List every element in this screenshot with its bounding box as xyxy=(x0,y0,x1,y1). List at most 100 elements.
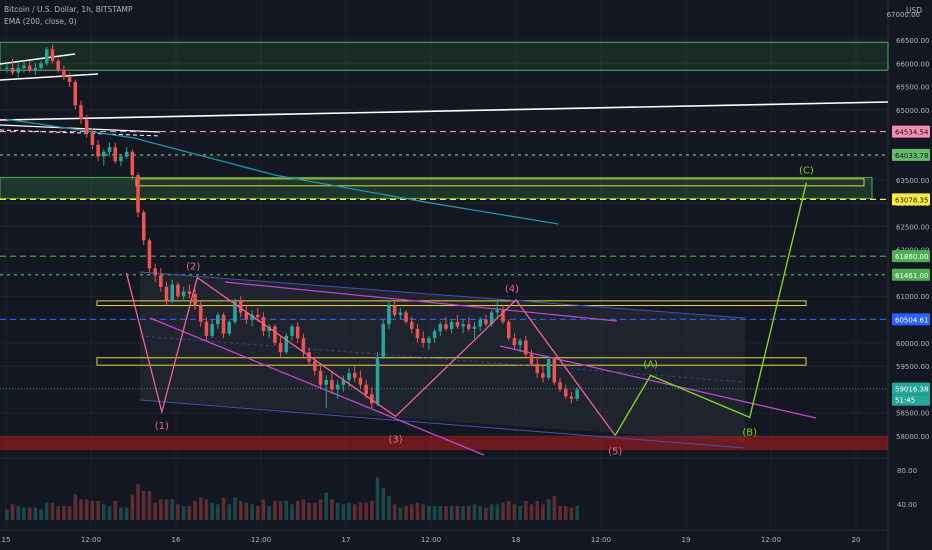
volume-bar xyxy=(449,506,454,520)
candle-body xyxy=(535,363,539,374)
price-tick-label: 65000.00 xyxy=(896,107,929,115)
candle-body xyxy=(375,356,380,404)
candle-body xyxy=(541,373,545,378)
price-tick-label: 66000.00 xyxy=(896,60,929,68)
candle-body xyxy=(307,352,311,362)
chart-title: Bitcoin / U.S. Dollar, 1h, BITSTAMP xyxy=(4,5,133,14)
volume-bar xyxy=(506,501,511,520)
candle-body xyxy=(27,65,32,71)
wave-label: (C) xyxy=(799,166,814,177)
countdown-badge xyxy=(892,394,930,406)
candle-body xyxy=(39,63,43,68)
volume-bar xyxy=(529,504,534,520)
price-label-text: 60504.61 xyxy=(895,316,928,324)
volume-bar xyxy=(381,487,386,520)
candle-body xyxy=(290,326,294,336)
time-tick-label: 12:00 xyxy=(81,536,101,544)
candle-body xyxy=(96,144,100,157)
price-tick-label: 58000.00 xyxy=(896,433,929,441)
volume-bar xyxy=(256,506,260,520)
volume-bar xyxy=(130,494,135,520)
zone-demand xyxy=(0,436,888,450)
volume-bar xyxy=(227,504,232,520)
candle-body xyxy=(558,382,562,390)
horizontal-levels xyxy=(0,53,889,390)
volume-bar xyxy=(176,504,180,520)
candle-body xyxy=(147,240,152,269)
candle-body xyxy=(409,321,414,329)
volume-bar xyxy=(221,497,226,520)
wedge-ab xyxy=(499,345,817,419)
wave-label: (A) xyxy=(643,359,658,370)
candle-body xyxy=(107,147,112,152)
volume-tick-label: 40.00 xyxy=(897,501,917,509)
candle-body xyxy=(176,284,180,297)
volume-bar xyxy=(392,504,397,520)
volume-bar xyxy=(250,504,254,520)
candle-body xyxy=(552,359,557,383)
volume-bar xyxy=(518,506,522,520)
volume-bar xyxy=(569,507,574,520)
price-tick-label: 67000.00 xyxy=(887,11,920,19)
volume-bar xyxy=(461,506,465,520)
candle-body xyxy=(524,340,528,355)
volume-bar xyxy=(45,502,49,520)
volume-bar xyxy=(421,504,425,520)
candle-body xyxy=(136,175,140,213)
candle-body xyxy=(313,361,317,371)
candle-body xyxy=(575,389,579,399)
volume-bar xyxy=(210,502,214,520)
volume-bar xyxy=(67,506,72,520)
volume-bar xyxy=(39,509,43,520)
volume-bar xyxy=(198,497,203,520)
falling-channel xyxy=(139,271,817,456)
impulse-wave-path xyxy=(125,272,616,436)
candle-body xyxy=(569,396,574,399)
candle-body xyxy=(455,321,460,327)
volume-bar xyxy=(387,496,391,520)
candle-body xyxy=(67,77,72,82)
volume-bar xyxy=(113,501,117,520)
price-tick-label: 61000.00 xyxy=(896,293,929,301)
volume-bar xyxy=(33,507,38,520)
channel-top xyxy=(139,271,746,319)
price-label-badge xyxy=(892,268,930,281)
wedge-upper xyxy=(224,281,618,322)
volume-bar xyxy=(575,506,579,520)
trendline-white xyxy=(0,73,99,81)
time-tick-label: 17 xyxy=(342,536,351,544)
candle-body xyxy=(233,300,237,322)
zone-resistance xyxy=(0,41,889,71)
price-label-text: 61860.00 xyxy=(895,253,928,261)
volume-bar xyxy=(90,501,95,520)
volume-bar xyxy=(238,501,243,520)
time-tick-label: 18 xyxy=(512,536,521,544)
volume-bar xyxy=(364,502,368,520)
volume-bar xyxy=(181,506,186,520)
volume-bar xyxy=(467,506,471,520)
candle-body xyxy=(324,380,328,385)
candle-body xyxy=(489,312,494,325)
volume-bar xyxy=(107,506,112,520)
volume-bar xyxy=(501,502,505,520)
candle-body xyxy=(438,324,443,332)
volume-bar xyxy=(409,504,414,520)
price-label-badge xyxy=(892,382,930,395)
volume-bar xyxy=(5,509,9,520)
correction-wave-path xyxy=(614,182,808,436)
elliott-wave-paths: (1) (2) (3) (4) (5) (A) (B) (C) xyxy=(125,166,814,458)
candle-body xyxy=(318,370,323,385)
volume-bar xyxy=(278,501,283,520)
candle-body xyxy=(221,314,226,334)
ema-indicator-legend[interactable]: EMA (200, close, 0) xyxy=(4,17,77,26)
time-tick-label: 19 xyxy=(682,536,691,544)
candle-body xyxy=(335,384,340,390)
zone-box xyxy=(96,357,807,366)
volume-bar xyxy=(290,504,294,520)
candle-body xyxy=(478,319,482,327)
volume-bar xyxy=(546,499,551,520)
time-tick-label: 16 xyxy=(172,536,181,544)
price-label-text: 63078.35 xyxy=(895,196,928,204)
volume-bar xyxy=(352,504,357,520)
